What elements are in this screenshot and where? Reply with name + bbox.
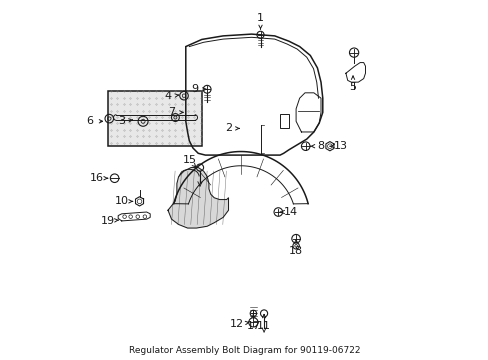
Text: 14: 14 — [283, 207, 297, 217]
Text: 15: 15 — [182, 156, 196, 166]
Text: 12: 12 — [230, 319, 244, 329]
Text: 11: 11 — [257, 321, 270, 331]
Text: 3: 3 — [118, 116, 125, 126]
Text: 9: 9 — [191, 84, 198, 94]
FancyBboxPatch shape — [107, 91, 202, 146]
Polygon shape — [168, 167, 228, 228]
Text: 1: 1 — [257, 13, 264, 23]
Text: 7: 7 — [168, 107, 175, 117]
Text: 6: 6 — [86, 116, 93, 126]
Text: 8: 8 — [317, 141, 324, 151]
Text: 16: 16 — [90, 173, 103, 183]
Text: 5: 5 — [349, 82, 356, 93]
Text: 2: 2 — [224, 123, 232, 134]
Text: Regulator Assembly Bolt Diagram for 90119-06722: Regulator Assembly Bolt Diagram for 9011… — [128, 346, 360, 355]
Text: 13: 13 — [333, 141, 347, 151]
Text: 18: 18 — [288, 246, 303, 256]
Text: 17: 17 — [246, 321, 260, 331]
Text: 10: 10 — [115, 196, 128, 206]
Text: 4: 4 — [164, 91, 171, 102]
Text: 19: 19 — [100, 216, 114, 226]
